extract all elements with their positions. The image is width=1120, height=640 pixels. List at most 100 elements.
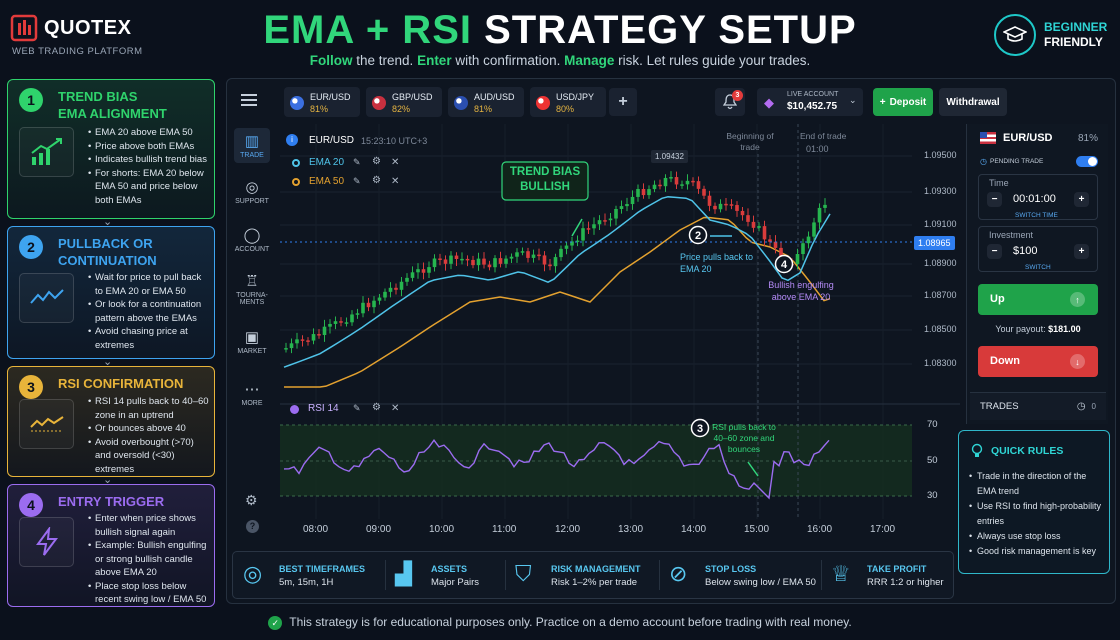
- strategy-step-card-3: 3 RSI CONFIRMATION RSI 14 pulls back to 40…: [7, 366, 215, 477]
- candle-body: [449, 255, 453, 264]
- account-label: LIVE ACCOUNT: [787, 91, 839, 98]
- asset-payout: 81%: [310, 104, 329, 114]
- price-tick-label: 1.09500: [924, 150, 957, 160]
- sidebar-item-trade[interactable]: ▥ TRADE: [234, 128, 270, 163]
- withdrawal-button[interactable]: Withdrawal: [939, 88, 1007, 116]
- up-button[interactable]: Up ↑: [978, 284, 1098, 315]
- payout-row: Your payout: $181.00: [978, 324, 1098, 334]
- candle-body: [702, 188, 706, 196]
- sidebar-item-support[interactable]: ◎ SUPPORT: [234, 178, 270, 205]
- settings-gear-icon[interactable]: ⚙: [372, 402, 381, 413]
- pending-trade-toggle[interactable]: [1076, 156, 1098, 167]
- asset-tab-audusd[interactable]: AUD/USD 81%: [448, 87, 524, 117]
- investment-value[interactable]: $100: [1013, 245, 1038, 257]
- currency-flag-icon: [290, 96, 304, 110]
- arrow-up-icon: ↑: [1070, 292, 1085, 307]
- down-button[interactable]: Down ↓: [978, 346, 1098, 377]
- candle-body: [757, 226, 761, 228]
- asset-tab-usdjpy[interactable]: USD/JPY 80%: [530, 87, 606, 117]
- time-value[interactable]: 00:01:00: [1013, 193, 1056, 205]
- candle-body: [724, 203, 728, 206]
- time-tick-label: 14:00: [681, 524, 707, 535]
- brand-logo[interactable]: QUOTEX: [10, 14, 131, 42]
- asset-tab-eurusd[interactable]: EUR/USD 81%: [284, 87, 360, 117]
- candle-body: [509, 256, 514, 259]
- step-bullet: Avoid overbought (>70) and oversold (<30…: [88, 436, 210, 477]
- candle-body: [641, 188, 646, 196]
- rsi-wave-icon: [19, 399, 74, 449]
- edit-pencil-icon[interactable]: ✎: [353, 403, 361, 413]
- time-minus-button[interactable]: −: [987, 192, 1002, 207]
- candle-body: [691, 180, 695, 183]
- sidebar-label: TOURNA-MENTS: [236, 292, 268, 306]
- asset-tab-gbpusd[interactable]: GBP/USD 82%: [366, 87, 442, 117]
- check-circle-icon: ✓: [268, 615, 283, 630]
- chevron-down-icon: ⌄: [849, 95, 857, 105]
- summary-item: TAKE PROFIT RRR 1:2 or higher: [867, 562, 944, 590]
- candle-body: [416, 269, 420, 273]
- deposit-button[interactable]: + Deposit: [873, 88, 933, 116]
- settings-gear-icon[interactable]: ⚙: [372, 156, 381, 167]
- close-icon[interactable]: ✕: [391, 157, 400, 168]
- candle-body: [636, 188, 640, 197]
- sidebar-item-tournaments[interactable]: ♖ TOURNA-MENTS: [234, 272, 270, 306]
- trend-chart-icon: [19, 127, 74, 177]
- candle-body: [652, 184, 657, 190]
- left-sidebar: ▥ TRADE ◎ SUPPORT ◯ ACCOUNT ♖ TOURNA-MENTS ▣ MARK…: [227, 122, 277, 552]
- sidebar-label: MARKET: [237, 348, 267, 355]
- sidebar-item-account[interactable]: ◯ ACCOUNT: [234, 226, 270, 253]
- time-tick-label: 10:00: [429, 524, 455, 535]
- help-icon[interactable]: ?: [246, 520, 259, 533]
- asset-payout: 80%: [556, 104, 575, 114]
- graduation-cap-icon: [994, 14, 1036, 56]
- time-tick-label: 17:00: [870, 524, 896, 535]
- notifications-button[interactable]: 3: [715, 88, 745, 116]
- add-asset-button[interactable]: +: [609, 88, 637, 116]
- candle-body: [685, 180, 690, 185]
- summary-heading: ASSETS: [431, 564, 468, 574]
- payout-label: Your payout:: [995, 324, 1046, 334]
- time-plus-button[interactable]: +: [1074, 192, 1089, 207]
- price-chart[interactable]: 2 4 3: [280, 124, 960, 544]
- step-marker-number: 2: [695, 230, 701, 242]
- step-bullet: For shorts: EMA 20 below EMA 50 and pric…: [88, 167, 210, 208]
- switch-time-link[interactable]: SWITCH TIME: [1015, 212, 1058, 219]
- divider: [385, 560, 386, 590]
- info-icon[interactable]: i: [286, 134, 298, 146]
- ema20-label: EMA 20: [309, 157, 345, 168]
- candle-body: [696, 181, 701, 189]
- peak-price-label: 1.09432: [651, 150, 688, 163]
- close-icon[interactable]: ✕: [391, 176, 400, 187]
- investment-minus-button[interactable]: −: [987, 244, 1002, 259]
- account-selector[interactable]: ◆ LIVE ACCOUNT $10,452.75 ⌄: [757, 88, 863, 116]
- step-bullet: Price above both EMAs: [88, 140, 210, 154]
- trades-tab[interactable]: TRADES ◷ 0: [970, 392, 1106, 420]
- edit-pencil-icon[interactable]: ✎: [353, 176, 361, 186]
- step-bullets: Enter when price shows bullish signal ag…: [88, 512, 210, 607]
- asset-payout: 82%: [392, 104, 411, 114]
- candle-body: [537, 254, 541, 257]
- switch-link[interactable]: SWITCH: [1025, 264, 1051, 271]
- sidebar-item-market[interactable]: ▣ MARKET: [234, 328, 270, 355]
- edit-pencil-icon[interactable]: ✎: [353, 157, 361, 167]
- step-bullets: EMA 20 above EMA 50Price above both EMAs…: [88, 126, 210, 207]
- candle-body: [768, 239, 772, 242]
- investment-plus-button[interactable]: +: [1074, 244, 1089, 259]
- candle-body: [779, 247, 783, 262]
- payout-value: $181.00: [1048, 324, 1081, 334]
- settings-gear-icon[interactable]: ⚙: [245, 492, 258, 508]
- indicator-dot-icon: [292, 178, 300, 186]
- chevron-down-icon: ⌄: [103, 474, 113, 486]
- candle-body: [355, 313, 360, 315]
- close-icon[interactable]: ✕: [391, 403, 400, 414]
- sidebar-item-more[interactable]: ⋯ MORE: [234, 380, 270, 407]
- currency-flag-icon: [372, 96, 386, 110]
- hamburger-menu-icon[interactable]: [241, 93, 257, 111]
- candle-body: [553, 257, 558, 267]
- quick-rule-item: Always use stop loss: [969, 529, 1103, 544]
- settings-gear-icon[interactable]: ⚙: [372, 175, 381, 186]
- trade-asset[interactable]: EUR/USD 81%: [980, 132, 1098, 144]
- candle-body: [289, 343, 294, 349]
- subtitle-part: Manage: [564, 53, 615, 68]
- trade-payout-pct: 81%: [1077, 132, 1098, 144]
